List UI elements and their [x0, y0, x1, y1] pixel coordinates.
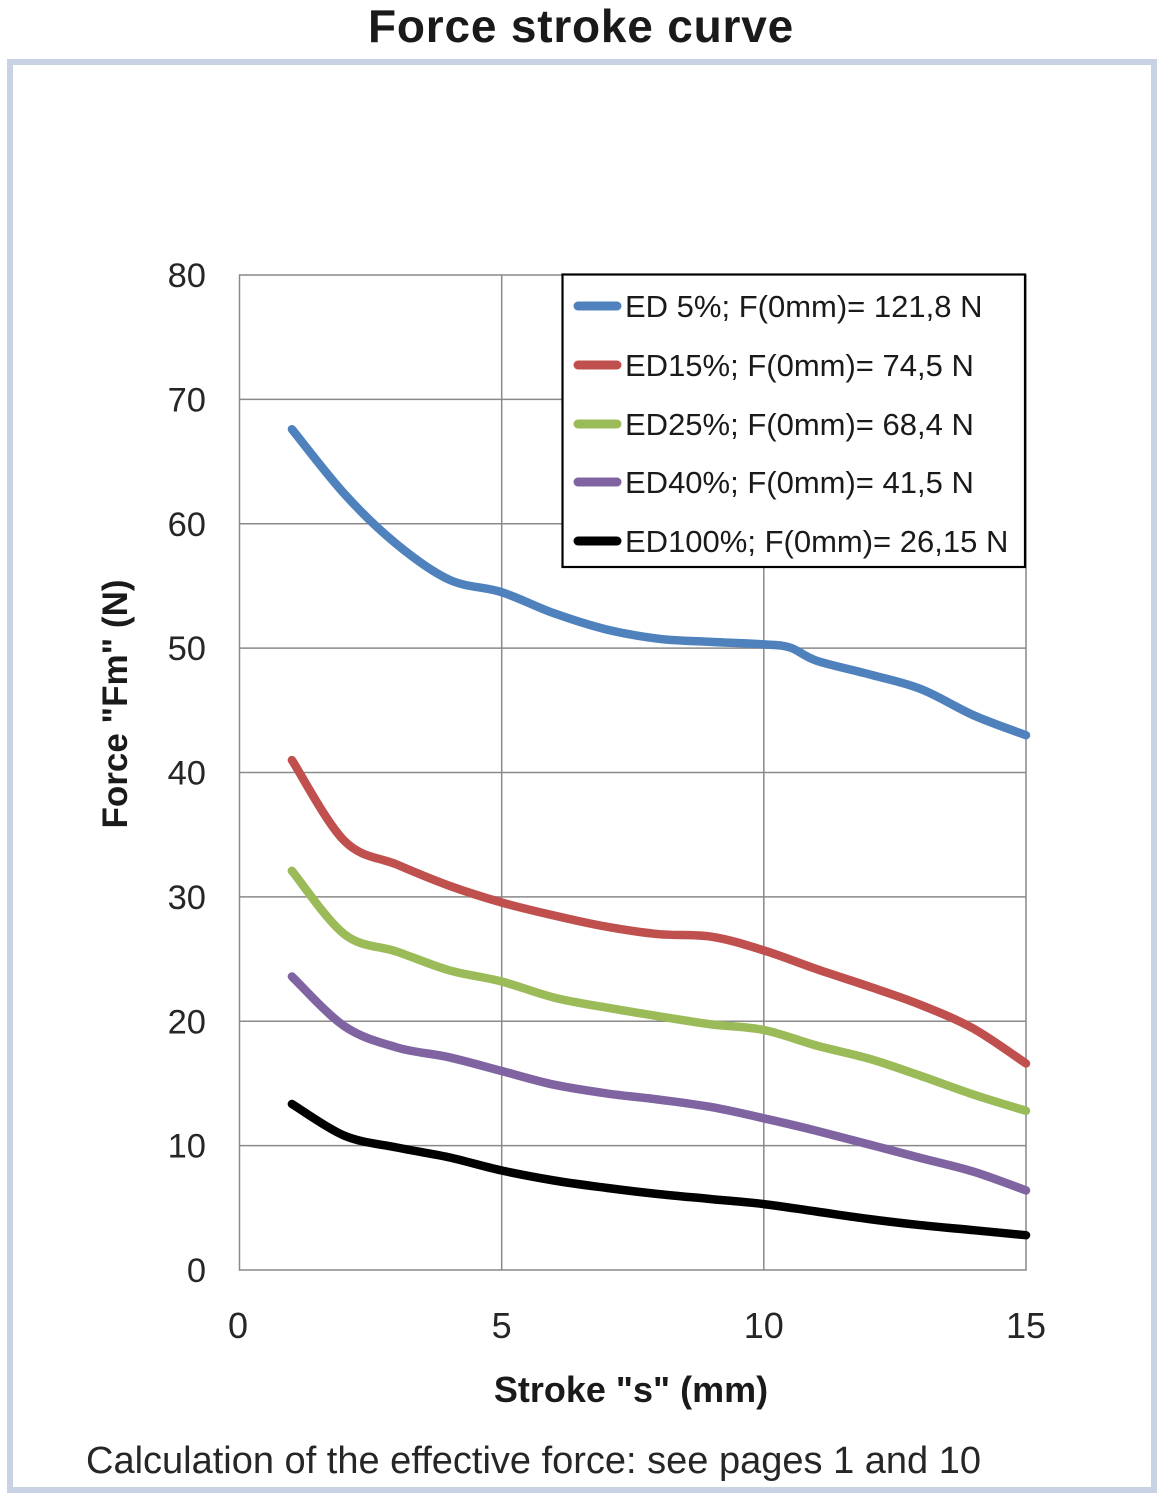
svg-text:Force "Fm" (N): Force "Fm" (N) [96, 579, 135, 828]
svg-text:70: 70 [168, 381, 206, 419]
svg-text:30: 30 [168, 879, 206, 917]
svg-text:ED25%; F(0mm)= 68,4 N: ED25%; F(0mm)= 68,4 N [625, 407, 974, 442]
svg-text:20: 20 [168, 1003, 206, 1041]
svg-text:Stroke "s" (mm): Stroke "s" (mm) [494, 1369, 768, 1410]
svg-text:50: 50 [168, 630, 206, 668]
svg-text:40: 40 [168, 755, 206, 793]
svg-text:ED 5%; F(0mm)= 121,8 N: ED 5%; F(0mm)= 121,8 N [625, 289, 982, 324]
svg-text:60: 60 [168, 506, 206, 544]
svg-text:0: 0 [187, 1252, 206, 1290]
svg-text:0: 0 [228, 1305, 248, 1346]
svg-text:15: 15 [1006, 1305, 1046, 1346]
svg-text:Calculation of the effective f: Calculation of the effective force: see … [86, 1440, 981, 1482]
svg-text:ED100%; F(0mm)= 26,15 N: ED100%; F(0mm)= 26,15 N [625, 524, 1008, 559]
svg-text:5: 5 [492, 1305, 512, 1346]
svg-text:ED40%; F(0mm)= 41,5 N: ED40%; F(0mm)= 41,5 N [625, 465, 974, 500]
svg-text:Force stroke curve: Force stroke curve [368, 0, 794, 52]
svg-text:10: 10 [744, 1305, 784, 1346]
svg-text:80: 80 [168, 257, 206, 295]
svg-text:ED15%; F(0mm)= 74,5 N: ED15%; F(0mm)= 74,5 N [625, 348, 974, 383]
svg-text:10: 10 [168, 1128, 206, 1166]
